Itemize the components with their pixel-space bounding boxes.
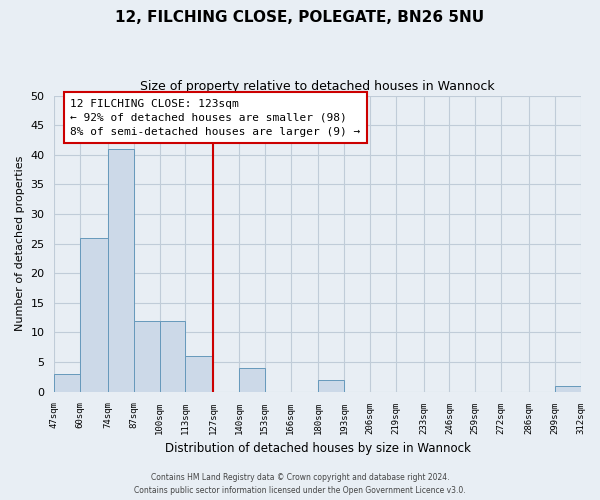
Text: Contains HM Land Registry data © Crown copyright and database right 2024.
Contai: Contains HM Land Registry data © Crown c…: [134, 474, 466, 495]
Text: 12, FILCHING CLOSE, POLEGATE, BN26 5NU: 12, FILCHING CLOSE, POLEGATE, BN26 5NU: [115, 10, 485, 25]
Bar: [134, 320, 160, 392]
X-axis label: Distribution of detached houses by size in Wannock: Distribution of detached houses by size …: [164, 442, 470, 455]
Text: 12 FILCHING CLOSE: 123sqm
← 92% of detached houses are smaller (98)
8% of semi-d: 12 FILCHING CLOSE: 123sqm ← 92% of detac…: [70, 98, 361, 136]
Bar: [55, 374, 80, 392]
Bar: [319, 380, 344, 392]
Bar: [554, 386, 581, 392]
Y-axis label: Number of detached properties: Number of detached properties: [15, 156, 25, 332]
Bar: [160, 320, 185, 392]
Title: Size of property relative to detached houses in Wannock: Size of property relative to detached ho…: [140, 80, 495, 93]
Bar: [185, 356, 213, 392]
Bar: [108, 149, 134, 392]
Bar: [80, 238, 108, 392]
Bar: [239, 368, 265, 392]
